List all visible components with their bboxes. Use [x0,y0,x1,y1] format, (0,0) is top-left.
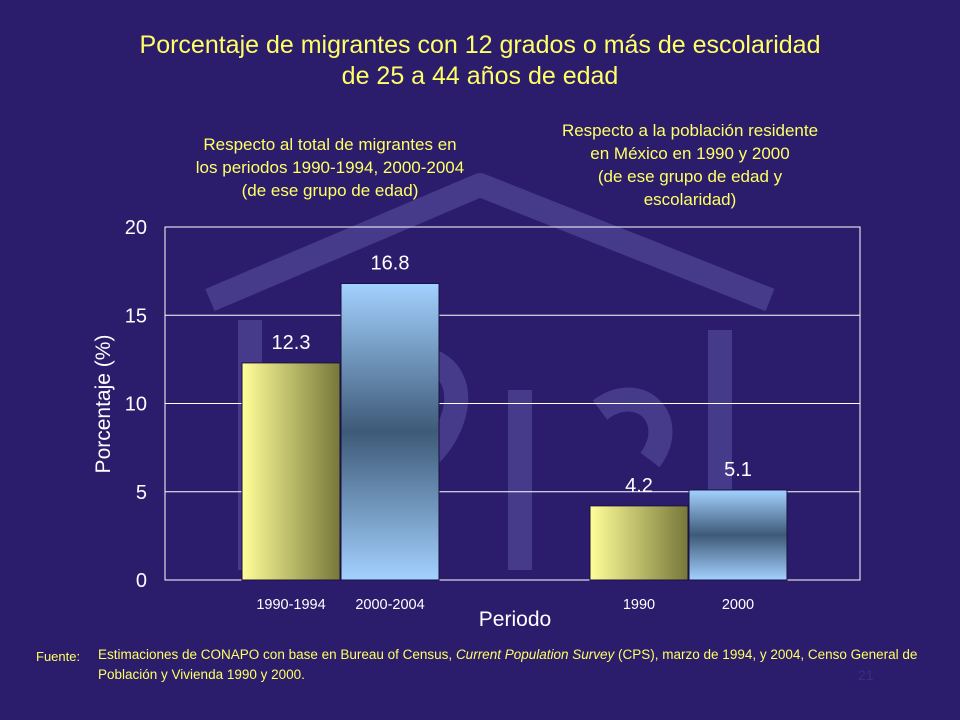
source-label: Fuente: [36,649,81,664]
subtitle-left-line3: (de ese grupo de edad) [241,181,419,200]
data-label: 16.8 [371,252,410,274]
y-axis-label: Porcentaje (%) [92,335,115,474]
subtitle-right-line4: escolaridad) [643,190,737,209]
y-tick-label: 5 [136,482,147,504]
chart-title-line2: de 25 a 44 años de edad [341,62,619,90]
bar [340,282,440,581]
subtitle-right-line2: en México en 1990 y 2000 [590,144,790,163]
subtitle-left-line2: los periodos 1990-1994, 2000-2004 [195,158,465,177]
bar [241,362,341,581]
chart-title: Porcentaje de migrantes con 12 grados o … [0,30,960,92]
y-tick-label: 20 [125,217,147,239]
subtitle-right: Respecto a la población residente en Méx… [510,119,870,211]
data-label: 4.2 [625,475,653,497]
bar [688,489,788,581]
y-tick-label: 15 [125,305,147,327]
page-number: 21 [858,667,874,683]
source-text-part1: Estimaciones de CONAPO con base en Burea… [98,647,456,662]
x-tick-label: 2000 [722,597,754,613]
x-axis-label: Periodo [479,608,551,631]
chart-title-line1: Porcentaje de migrantes con 12 grados o … [139,31,821,59]
x-tick-label: 1990-1994 [256,597,325,613]
bar [589,505,689,581]
subtitle-left-line1: Respecto al total de migrantes en [203,135,457,154]
data-label: 5.1 [724,459,752,481]
subtitle-left: Respecto al total de migrantes en los pe… [150,133,510,202]
data-label: 12.3 [272,332,311,354]
subtitle-right-line1: Respecto a la población residente [561,121,819,140]
x-tick-label: 2000-2004 [355,597,424,613]
subtitle-right-line3: (de ese grupo de edad y [597,167,783,186]
plot-area: 0 5 10 15 20 12.3 1990-1994 16.8 2000-2004 4.2 199… [92,217,861,631]
source-text: Estimaciones de CONAPO con base en Burea… [98,645,918,685]
y-tick-label: 10 [125,394,147,416]
x-tick-label: 1990 [623,597,655,613]
source-text-part2: (CPS), marzo de 1994, y 2004, Censo Gene… [98,647,918,682]
y-tick-label: 0 [136,570,147,592]
source-text-italic: Current Population Survey [455,647,615,662]
